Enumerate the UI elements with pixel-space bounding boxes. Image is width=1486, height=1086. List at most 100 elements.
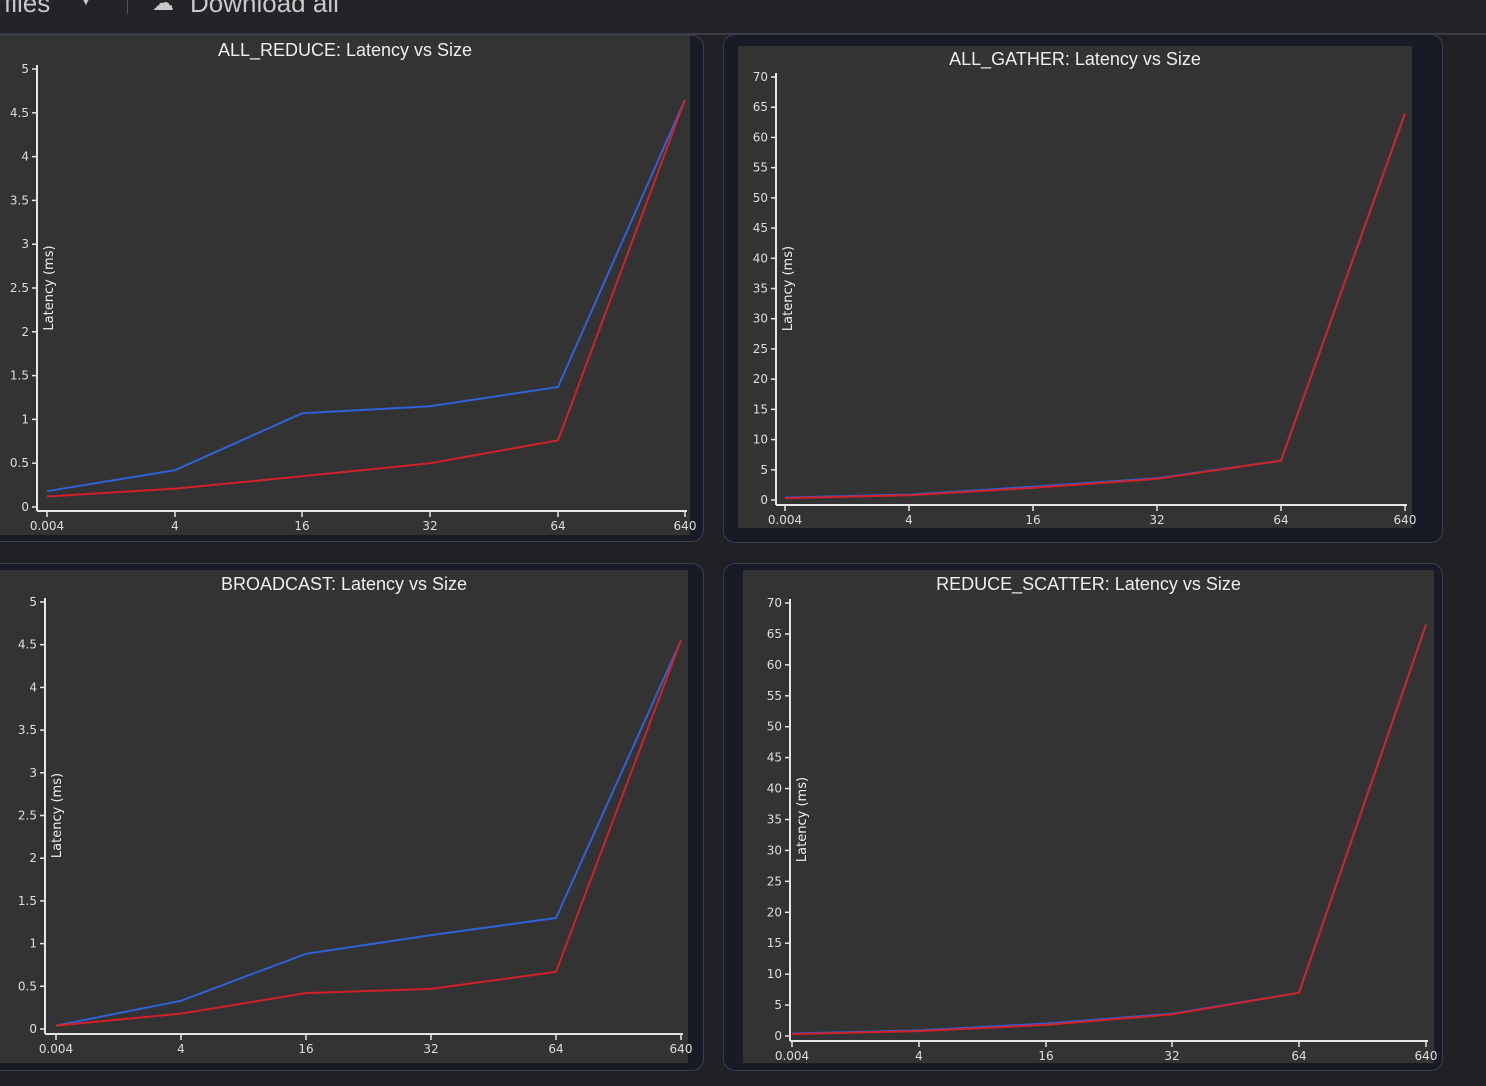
y-tick-label: 45 [753,221,768,235]
y-tick-label: 3 [21,237,29,251]
y-tick-label: 3.5 [10,193,29,207]
y-tick-label: 50 [767,720,782,734]
y-tick-label: 0 [21,500,29,514]
y-tick-label: 0.5 [10,456,29,470]
x-tick-label: 0.004 [30,519,64,533]
y-axis-label: Latency (ms) [50,773,65,858]
y-tick-label: 35 [753,282,768,296]
y-tick-label: 15 [753,402,768,416]
x-tick-label: 0.004 [775,1049,809,1063]
y-tick-label: 2.5 [18,809,37,823]
y-tick-label: 5 [760,463,768,477]
y-tick-label: 4 [29,680,37,694]
x-tick-label: 32 [422,519,437,533]
files-dropdown[interactable]: files [4,0,51,18]
y-tick-label: 30 [753,312,768,326]
y-tick-label: 30 [767,843,782,857]
y-tick-label: 5 [774,998,782,1012]
chart-1: ALL_GATHER: Latency vs Size 0 5 10 15 20 25 30 3… [738,46,1416,528]
y-tick-label: 25 [753,342,768,356]
y-axis-label: Latency (ms) [42,245,57,330]
y-tick-label: 20 [767,905,782,919]
x-tick-label: 640 [670,1042,693,1056]
chart-title: BROADCAST: Latency vs Size [221,574,467,594]
y-tick-label: 55 [753,161,768,175]
y-tick-label: 65 [767,627,782,641]
x-tick-label: 32 [1149,513,1164,527]
y-axis-label: Latency (ms) [795,777,810,862]
y-tick-label: 1 [29,937,37,951]
y-tick-label: 5 [21,62,29,76]
y-tick-label: 4.5 [10,106,29,120]
x-tick-label: 0.004 [768,513,802,527]
plot-background [0,36,690,535]
y-tick-label: 70 [753,70,768,84]
y-tick-label: 15 [767,936,782,950]
chart-title: ALL_REDUCE: Latency vs Size [218,40,472,61]
y-tick-label: 0.5 [18,979,37,993]
x-tick-label: 16 [298,1042,313,1056]
y-tick-label: 70 [767,596,782,610]
x-tick-label: 640 [1415,1049,1438,1063]
y-tick-label: 0 [774,1029,782,1043]
y-tick-label: 40 [753,251,768,265]
series-line-red [46,99,686,498]
x-tick-label: 64 [1291,1049,1306,1063]
x-tick-label: 640 [674,519,697,533]
download-all-button[interactable]: Download all [190,0,339,18]
chart-title: ALL_GATHER: Latency vs Size [949,49,1201,70]
y-tick-label: 1.5 [18,894,37,908]
y-tick-label: 3 [29,766,37,780]
y-tick-label: 25 [767,874,782,888]
x-tick-label: 64 [550,519,565,533]
chart-0: ALL_REDUCE: Latency vs Size 0 0.5 1 1.5 2 2.5 3… [0,36,696,535]
y-axis-label: Latency (ms) [781,246,796,331]
y-tick-label: 60 [753,130,768,144]
y-tick-label: 60 [767,658,782,672]
x-tick-label: 32 [423,1042,438,1056]
y-tick-label: 40 [767,782,782,796]
plot-background [743,570,1434,1063]
y-tick-label: 55 [767,689,782,703]
x-tick-label: 64 [548,1042,563,1056]
y-tick-label: 45 [767,751,782,765]
y-tick-label: 2 [21,325,29,339]
plot-background [0,570,688,1063]
chart-title: REDUCE_SCATTER: Latency vs Size [936,574,1241,595]
y-tick-label: 10 [767,967,782,981]
series-line-red [784,112,1406,500]
download-cloud-icon[interactable]: ☁ [152,0,174,15]
x-tick-label: 64 [1273,513,1288,527]
x-tick-label: 16 [1025,513,1040,527]
series-line-blue [55,639,682,1027]
y-tick-label: 3.5 [18,723,37,737]
y-tick-label: 2 [29,851,37,865]
series-line-red [791,624,1427,1036]
series-line-blue [46,99,686,493]
y-tick-label: 35 [767,813,782,827]
y-tick-label: 1.5 [10,369,29,383]
toolbar-divider [127,0,128,14]
chart-3: REDUCE_SCATTER: Latency vs Size 0 5 10 15 20 2… [743,570,1437,1063]
x-tick-label: 640 [1394,513,1417,527]
x-tick-label: 0.004 [39,1042,73,1056]
y-tick-label: 5 [29,595,37,609]
x-tick-label: 4 [171,519,179,533]
chevron-down-icon[interactable]: ▼ [78,0,94,9]
x-tick-label: 16 [294,519,309,533]
y-tick-label: 10 [753,433,768,447]
y-tick-label: 0 [760,493,768,507]
x-tick-label: 4 [905,513,913,527]
y-tick-label: 4.5 [18,638,37,652]
plot-background [738,46,1412,528]
x-tick-label: 4 [915,1049,923,1063]
chart-2: BROADCAST: Latency vs Size 0 0.5 1 1.5 2 2.5 3 3… [0,570,692,1063]
y-tick-label: 1 [21,412,29,426]
y-tick-label: 50 [753,191,768,205]
y-tick-label: 4 [21,150,29,164]
y-tick-label: 0 [29,1022,37,1036]
y-tick-label: 2.5 [10,281,29,295]
y-tick-label: 65 [753,100,768,114]
x-tick-label: 4 [177,1042,185,1056]
